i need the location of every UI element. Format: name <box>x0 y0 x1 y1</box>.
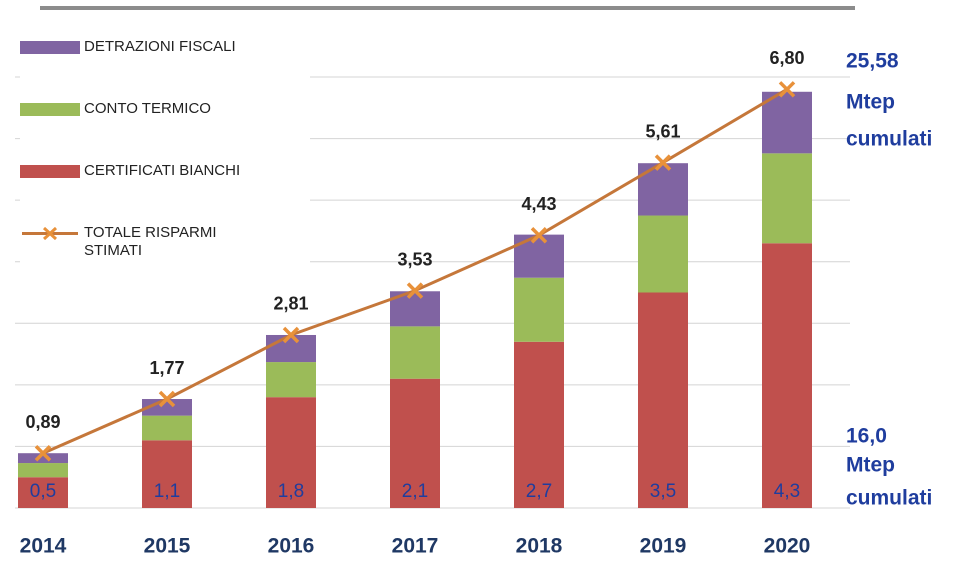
bar-segment <box>514 277 564 342</box>
bar-value-label: 2,7 <box>526 481 552 502</box>
bar-segment <box>18 463 68 478</box>
annotation: Mtep <box>846 91 895 114</box>
bar-segment <box>638 292 688 508</box>
x-tick-label: 2017 <box>392 535 439 558</box>
x-tick-label: 2019 <box>640 535 687 558</box>
total-value-label: 6,80 <box>769 48 804 68</box>
total-marker <box>158 390 176 408</box>
legend-swatch <box>20 165 80 178</box>
total-marker <box>654 154 672 171</box>
bar-segment <box>390 326 440 379</box>
annotation: 25,58 <box>846 50 899 73</box>
bar-value-label: 1,8 <box>278 481 304 502</box>
total-marker <box>406 282 424 299</box>
total-value-label: 1,77 <box>149 358 184 378</box>
marker-cross <box>34 444 52 462</box>
annotation: 16,0 <box>846 425 887 448</box>
marker-cross <box>778 81 796 98</box>
bar-segment <box>638 163 688 216</box>
bar-segment <box>266 362 316 398</box>
marker-cross <box>530 227 548 244</box>
bar-segment <box>638 215 688 293</box>
legend-item: CERTIFICATI BIANCHI <box>20 162 310 224</box>
marker-cross <box>406 282 424 299</box>
marker-cross <box>158 390 176 408</box>
bar-segment <box>762 91 812 154</box>
x-tick-label: 2018 <box>516 535 563 558</box>
x-tick-label: 2014 <box>20 535 67 558</box>
x-tick-label: 2016 <box>268 535 315 558</box>
bar-segment <box>762 243 812 508</box>
bar-segment <box>266 334 316 363</box>
annotation: Mtep <box>846 454 895 477</box>
legend-swatch <box>20 227 80 240</box>
total-marker <box>530 227 548 244</box>
bar-segment <box>514 341 564 508</box>
bar-segment <box>18 453 68 464</box>
total-value-label: 5,61 <box>645 121 680 141</box>
bar-value-label: 1,1 <box>154 481 180 502</box>
legend-label: CONTO TERMICO <box>84 100 211 117</box>
legend-label: TOTALE RISPARMI STIMATI <box>84 224 217 259</box>
bar-segment <box>266 397 316 508</box>
legend-swatch <box>20 103 80 116</box>
annotation: cumulati <box>846 128 932 151</box>
x-tick-label: 2015 <box>144 535 191 558</box>
bar-value-label: 3,5 <box>650 481 676 502</box>
bar-segment <box>762 153 812 244</box>
x-tick-label: 2020 <box>764 535 811 558</box>
total-marker <box>34 444 52 462</box>
bar-segment <box>142 415 192 441</box>
legend-line-icon <box>22 227 78 240</box>
legend-item: TOTALE RISPARMI STIMATI <box>20 224 310 286</box>
marker-cross <box>282 326 300 344</box>
legend-swatch <box>20 41 80 54</box>
bar-segment <box>18 477 68 508</box>
annotation: cumulati <box>846 487 932 510</box>
legend-item: DETRAZIONI FISCALI <box>20 38 310 100</box>
bar-segment <box>514 234 564 278</box>
bar-segment <box>142 440 192 508</box>
legend-label: DETRAZIONI FISCALI <box>84 38 236 55</box>
total-value-label: 3,53 <box>397 249 432 269</box>
marker-cross <box>654 154 672 171</box>
bar-value-label: 2,1 <box>402 481 428 502</box>
legend-marker <box>42 227 58 240</box>
legend-item: CONTO TERMICO <box>20 100 310 162</box>
total-marker <box>778 81 796 98</box>
bar-value-label: 4,3 <box>774 481 800 502</box>
total-value-label: 0,89 <box>25 412 60 432</box>
legend-label: CERTIFICATI BIANCHI <box>84 162 241 179</box>
bar-segment <box>390 378 440 508</box>
total-value-label: 2,81 <box>273 294 308 314</box>
total-marker <box>282 326 300 344</box>
legend: DETRAZIONI FISCALI CONTO TERMICO CERTIFICA… <box>20 38 310 286</box>
bar-value-label: 0,5 <box>30 481 56 502</box>
total-value-label: 4,43 <box>521 194 556 214</box>
